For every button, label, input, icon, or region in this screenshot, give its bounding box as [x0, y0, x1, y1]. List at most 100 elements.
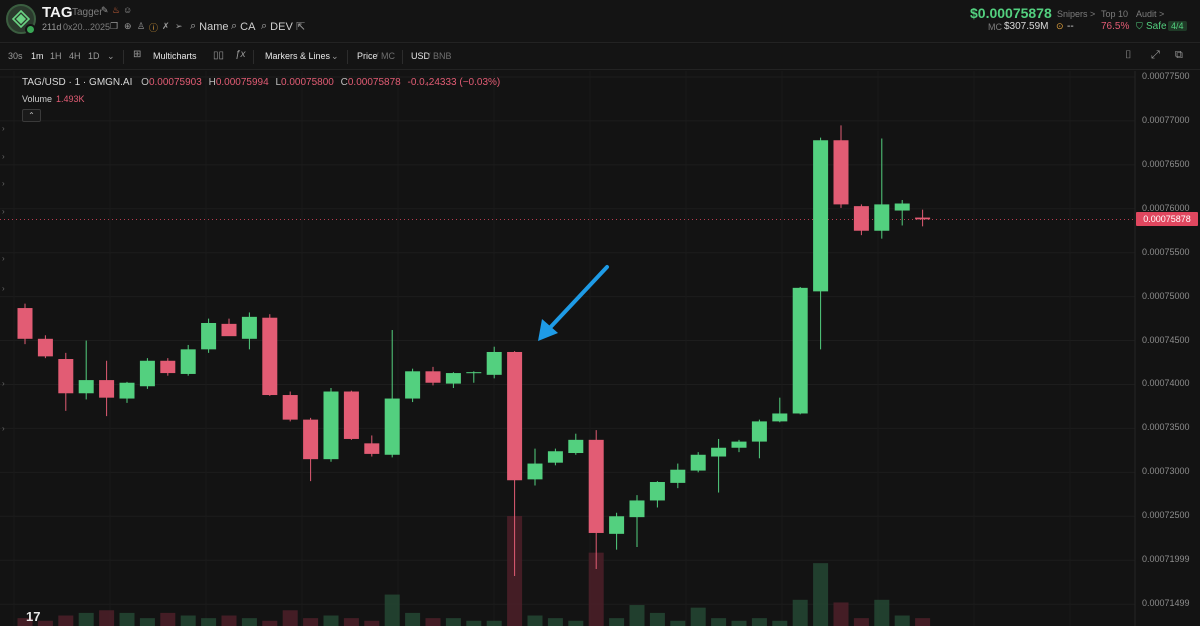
volume-bar	[874, 599, 890, 626]
snipers-label[interactable]: Snipers >	[1057, 9, 1096, 19]
y-tick-label: 0.00073500	[1142, 422, 1190, 433]
drawing-tool-icon: ›	[2, 284, 5, 293]
y-tick-label: 0.00076500	[1142, 158, 1190, 169]
top10-value: 76.5%	[1101, 21, 1130, 32]
flame-icon: ♨	[112, 5, 121, 15]
multicharts-button[interactable]: Multicharts	[153, 51, 197, 61]
token-header: TAG Tagger ✎ ♨ ☺ 211d 0x20...2025 ❐ ⊕ ♙ …	[0, 0, 1200, 43]
candle-body	[160, 360, 176, 374]
candle-body	[507, 351, 523, 481]
interval-30s[interactable]: 30s	[8, 51, 23, 61]
volume-bar	[486, 620, 502, 626]
price-toggle[interactable]: Price	[357, 51, 378, 61]
chain-badge-icon	[25, 24, 36, 35]
arrow-annotation-shaft	[543, 265, 609, 335]
search-ca-link[interactable]: ⌕ CA	[231, 20, 255, 33]
candlestick-chart[interactable]: › › › › › › › › TAG/USD · 1 · GMGN.AI O0.000759…	[0, 71, 1200, 626]
volume-bar	[649, 612, 665, 626]
volume-bar	[58, 615, 74, 626]
change-value: -0.0₄24333 (−0.03%)	[407, 77, 501, 88]
candle-body	[221, 323, 237, 337]
shield-icon: ⛉	[1136, 21, 1143, 31]
volume-bar	[690, 607, 706, 626]
drawing-tool-icon: ›	[2, 207, 5, 216]
candle-body	[568, 439, 584, 454]
telegram-icon[interactable]: ➢	[175, 21, 183, 31]
volume-bar	[262, 620, 278, 626]
open-value: 0.00075903	[148, 77, 202, 88]
candle-body	[425, 371, 441, 383]
chevron-down-icon[interactable]: ⌄	[107, 51, 115, 61]
drawing-tool-icon: ›	[2, 254, 5, 263]
candle-body	[527, 463, 543, 480]
candles-icon[interactable]: ▯▯	[213, 50, 225, 61]
candle-body	[201, 322, 217, 350]
volume-bar	[139, 618, 155, 626]
mc-toggle[interactable]: MC	[381, 51, 395, 61]
candle-body	[915, 217, 931, 220]
chevron-down-icon[interactable]: ⌄	[331, 51, 339, 61]
token-age: 211d	[42, 22, 62, 32]
search-name-link[interactable]: ⌕ Name	[190, 20, 229, 33]
interval-1h[interactable]: 1H	[50, 51, 62, 61]
markers-button[interactable]: Markers & Lines	[265, 51, 331, 61]
interval-1d[interactable]: 1D	[88, 51, 100, 61]
audit-label[interactable]: Audit >	[1136, 9, 1165, 19]
candle-body	[282, 395, 298, 420]
candle-body	[649, 482, 665, 501]
popout-icon[interactable]: ⧉	[1175, 49, 1183, 61]
add-chart-icon[interactable]: ⊞	[133, 49, 142, 60]
candle-body	[670, 469, 686, 483]
candle-body	[588, 439, 604, 533]
usd-toggle[interactable]: USD	[411, 51, 431, 61]
candle-body	[139, 360, 155, 387]
candle-body	[303, 419, 319, 460]
contract-address[interactable]: 0x20...2025	[63, 22, 111, 32]
close-label: C	[340, 77, 348, 88]
camera-icon[interactable]: ⌷	[1125, 49, 1132, 61]
drawing-tool-icon: ›	[2, 424, 5, 433]
volume-bar	[853, 618, 869, 626]
volume-bar	[160, 612, 176, 626]
volume-legend: Volume 1.493K	[22, 94, 85, 104]
divider	[402, 50, 403, 64]
interval-4h[interactable]: 4H	[69, 51, 81, 61]
twitter-icon[interactable]: ✗	[162, 21, 170, 31]
volume-bar	[711, 618, 727, 626]
indicators-icon[interactable]: ƒx	[235, 49, 246, 60]
candle-body	[364, 443, 380, 454]
candle-body	[894, 203, 910, 211]
candle-body	[547, 451, 563, 463]
volume-bar	[609, 618, 625, 626]
low-value: 0.00075800	[281, 77, 334, 88]
high-value: 0.00075994	[215, 77, 269, 88]
copy-icon[interactable]: ❐	[110, 21, 119, 31]
bnb-toggle[interactable]: BNB	[433, 51, 452, 61]
candle-body	[241, 316, 257, 339]
external-link-icon[interactable]: ⇱	[296, 21, 306, 33]
globe-icon[interactable]: ⊕	[124, 21, 132, 31]
volume-bar	[772, 620, 788, 626]
y-tick-label: 0.00075500	[1142, 246, 1190, 257]
volume-bar	[425, 618, 441, 626]
tradingview-logo[interactable]: 17	[26, 609, 41, 624]
user-icon: ☺	[123, 5, 133, 15]
candle-body	[78, 380, 94, 394]
arrow-annotation-head	[538, 319, 558, 341]
volume-bar	[241, 618, 257, 626]
volume-bar	[99, 610, 115, 626]
people-icon[interactable]: ♙	[137, 21, 146, 31]
warning-icon[interactable]: ⓘ	[149, 23, 159, 33]
edit-icon[interactable]: ✎	[101, 5, 109, 15]
interval-1m[interactable]: 1m	[31, 51, 44, 61]
token-logo	[6, 4, 36, 34]
search-dev-link[interactable]: ⌕ DEV	[261, 20, 293, 33]
volume-bar	[78, 612, 94, 626]
divider	[347, 50, 348, 64]
collapse-legend-button[interactable]: ⌃	[22, 109, 41, 122]
drawing-tool-icon: ›	[2, 379, 5, 388]
fullscreen-icon[interactable]: ⤢	[1151, 49, 1160, 61]
search-name-label: Name	[199, 20, 229, 33]
y-tick-label: 0.00074000	[1142, 378, 1190, 389]
chart-canvas[interactable]: › › › › › › › ›	[0, 71, 1200, 626]
